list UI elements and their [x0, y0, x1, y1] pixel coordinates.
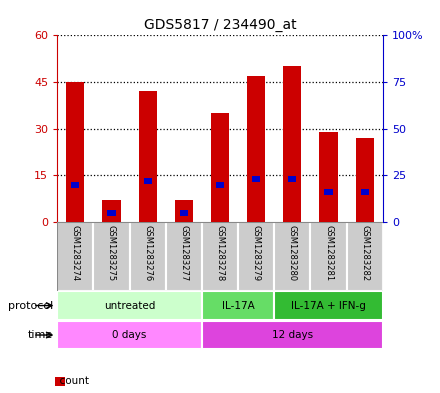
Text: GSM1283281: GSM1283281 — [324, 226, 333, 282]
Bar — [283, 66, 301, 222]
Bar — [361, 189, 369, 195]
Bar — [55, 377, 65, 386]
Text: IL-17A: IL-17A — [222, 301, 254, 310]
Bar — [71, 182, 79, 187]
Bar — [211, 113, 229, 222]
Text: time: time — [28, 330, 53, 340]
Title: GDS5817 / 234490_at: GDS5817 / 234490_at — [144, 18, 296, 31]
Text: untreated: untreated — [104, 301, 155, 310]
FancyBboxPatch shape — [57, 222, 93, 291]
Text: GSM1283279: GSM1283279 — [252, 226, 260, 282]
Text: GSM1283280: GSM1283280 — [288, 226, 297, 282]
Bar — [247, 76, 265, 222]
FancyBboxPatch shape — [202, 321, 383, 349]
FancyBboxPatch shape — [93, 222, 129, 291]
FancyBboxPatch shape — [274, 222, 311, 291]
Bar — [175, 200, 193, 222]
Text: protocol: protocol — [7, 301, 53, 310]
Bar — [252, 176, 260, 182]
FancyBboxPatch shape — [166, 222, 202, 291]
Text: GSM1283276: GSM1283276 — [143, 226, 152, 282]
FancyBboxPatch shape — [57, 321, 202, 349]
Text: 0 days: 0 days — [112, 330, 147, 340]
Bar — [288, 176, 297, 182]
FancyBboxPatch shape — [311, 222, 347, 291]
FancyBboxPatch shape — [129, 222, 166, 291]
Text: GSM1283277: GSM1283277 — [180, 226, 188, 282]
Bar — [103, 200, 121, 222]
FancyBboxPatch shape — [57, 292, 202, 320]
FancyBboxPatch shape — [238, 222, 274, 291]
Text: GSM1283278: GSM1283278 — [216, 226, 224, 282]
FancyBboxPatch shape — [274, 292, 383, 320]
FancyBboxPatch shape — [202, 222, 238, 291]
Text: GSM1283274: GSM1283274 — [71, 226, 80, 282]
Bar — [66, 82, 84, 222]
Bar — [216, 182, 224, 187]
Bar — [180, 210, 188, 215]
Text: count: count — [53, 376, 89, 386]
Bar — [319, 132, 337, 222]
Bar — [143, 178, 152, 184]
Text: 12 days: 12 days — [272, 330, 313, 340]
Text: IL-17A + IFN-g: IL-17A + IFN-g — [291, 301, 366, 310]
Bar — [356, 138, 374, 222]
Text: GSM1283275: GSM1283275 — [107, 226, 116, 282]
FancyBboxPatch shape — [202, 292, 274, 320]
Bar — [139, 91, 157, 222]
Bar — [107, 210, 116, 215]
Text: GSM1283282: GSM1283282 — [360, 226, 369, 282]
FancyBboxPatch shape — [347, 222, 383, 291]
Bar — [324, 189, 333, 195]
